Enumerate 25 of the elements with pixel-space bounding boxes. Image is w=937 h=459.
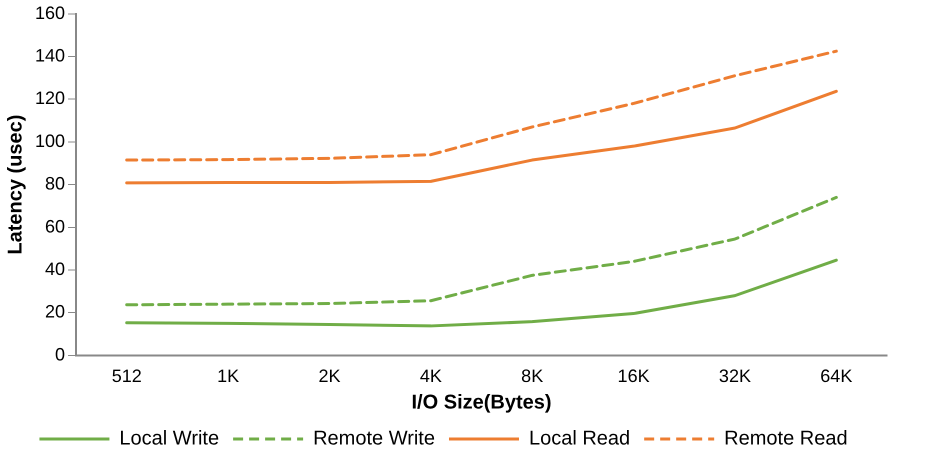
line-series [125, 196, 838, 306]
x-tick-label: 16K [618, 366, 650, 386]
y-tick-label: 100 [34, 130, 66, 151]
y-axis-title: Latency (usec) [4, 114, 27, 255]
y-tick-label: 160 [34, 2, 66, 23]
y-tick-label: 20 [45, 302, 66, 322]
line-series [125, 50, 838, 162]
x-tick-label: 64K [820, 366, 852, 386]
legend-label: Local Write [119, 428, 220, 450]
legend-label: Local Read [528, 428, 630, 450]
y-tick-label: 0 [55, 344, 66, 364]
y-tick-label: 80 [45, 174, 66, 194]
legend-label: Remote Read [724, 428, 848, 450]
x-tick-label: 32K [718, 366, 751, 386]
y-tick-label: 140 [34, 45, 66, 66]
y-tick-label: 60 [45, 216, 66, 236]
x-tick-label: 512 [112, 366, 142, 386]
x-tick-label: 1K [217, 366, 240, 386]
x-tick-label: 8K [521, 366, 544, 386]
legend-label: Remote Write [313, 428, 435, 450]
y-tick-label: 40 [45, 258, 66, 279]
x-tick-label: 2K [318, 366, 340, 386]
x-axis-title: I/O Size(Bytes) [411, 392, 552, 414]
y-tick-label: 120 [34, 88, 66, 108]
x-tick-label: 4K [420, 366, 442, 386]
